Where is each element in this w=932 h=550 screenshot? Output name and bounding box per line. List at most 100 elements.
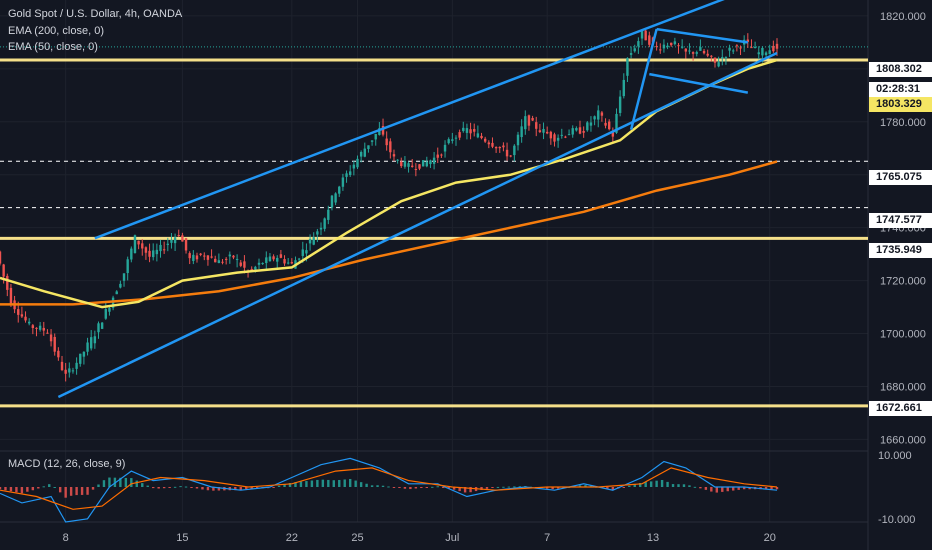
candle bbox=[71, 370, 75, 372]
macd-histogram-bar bbox=[425, 487, 429, 488]
candle bbox=[655, 46, 658, 48]
ema200-line bbox=[0, 160, 778, 306]
macd-histogram-bar bbox=[710, 487, 713, 492]
macd-histogram-bar bbox=[693, 486, 697, 488]
ema50-legend[interactable]: EMA (50, close, 0) bbox=[8, 41, 98, 53]
macd-histogram-bar bbox=[644, 482, 647, 487]
candle bbox=[268, 256, 272, 262]
candle bbox=[520, 126, 523, 138]
macd-histogram-bar bbox=[639, 483, 642, 487]
candle bbox=[458, 132, 461, 138]
candle bbox=[753, 46, 757, 48]
candle bbox=[604, 122, 607, 126]
candle bbox=[97, 323, 100, 333]
candle bbox=[330, 195, 334, 208]
ema200-legend[interactable]: EMA (200, close, 0) bbox=[8, 25, 104, 37]
candle bbox=[53, 336, 56, 352]
candle bbox=[381, 126, 385, 135]
macd-histogram-bar bbox=[119, 477, 122, 487]
macd-histogram-bar bbox=[742, 487, 746, 490]
candle bbox=[454, 137, 458, 139]
candle bbox=[516, 134, 520, 146]
candle bbox=[407, 163, 410, 167]
candle bbox=[290, 262, 294, 264]
candle bbox=[35, 327, 38, 329]
candle bbox=[775, 43, 779, 49]
candle bbox=[359, 151, 363, 157]
macd-histogram-bar bbox=[688, 485, 691, 487]
macd-histogram-bar bbox=[321, 479, 325, 487]
trendlines[interactable] bbox=[57, 0, 778, 399]
macd-histogram-bar bbox=[666, 481, 669, 487]
candle bbox=[363, 148, 366, 157]
candle bbox=[235, 258, 239, 260]
candle bbox=[276, 257, 279, 262]
candle bbox=[629, 53, 633, 55]
candle bbox=[571, 128, 574, 135]
macd-histogram-bar bbox=[370, 485, 374, 487]
candle bbox=[699, 47, 702, 51]
candle bbox=[214, 258, 217, 263]
candle bbox=[68, 368, 71, 373]
candle bbox=[483, 138, 487, 142]
candle bbox=[188, 253, 191, 259]
candle bbox=[126, 259, 129, 274]
candle bbox=[403, 160, 407, 167]
candle bbox=[89, 337, 93, 349]
candle bbox=[549, 131, 553, 139]
candle bbox=[757, 52, 760, 55]
candle bbox=[553, 134, 556, 142]
macd-histogram-bar bbox=[409, 487, 412, 490]
candle bbox=[480, 135, 483, 139]
macd-histogram-bar bbox=[420, 487, 423, 488]
candle bbox=[670, 42, 673, 46]
macd-histogram-bar bbox=[190, 487, 193, 488]
macd-legend[interactable]: MACD (12, 26, close, 9) bbox=[8, 458, 126, 470]
macd-histogram-bar bbox=[491, 487, 494, 488]
candle bbox=[2, 264, 5, 277]
candle bbox=[6, 275, 9, 290]
candle bbox=[710, 55, 713, 57]
macd-histogram-bar bbox=[316, 479, 319, 487]
candle bbox=[556, 137, 560, 141]
candle bbox=[93, 336, 97, 344]
candle bbox=[633, 48, 636, 52]
candle bbox=[49, 334, 53, 342]
candle bbox=[750, 47, 753, 49]
level-tag-1735: 1735.949 bbox=[869, 243, 932, 258]
macd-histogram-bar bbox=[130, 478, 133, 487]
time-axis[interactable]: 8 15 22 25 Jul 7 13 20 bbox=[63, 532, 776, 544]
price-tick-label: 1820.000 bbox=[880, 11, 926, 23]
macd-histogram-bar bbox=[283, 484, 286, 487]
candle bbox=[586, 122, 589, 131]
candle bbox=[82, 351, 86, 357]
candle bbox=[24, 316, 27, 321]
candle bbox=[173, 237, 177, 244]
candle bbox=[432, 157, 436, 164]
macd-histogram-bar bbox=[507, 486, 511, 488]
candle bbox=[356, 158, 359, 168]
candle bbox=[487, 142, 491, 145]
macd-histogram-bar bbox=[699, 487, 702, 489]
macd-histogram-bar bbox=[458, 487, 461, 492]
candle bbox=[341, 177, 345, 187]
candle bbox=[162, 249, 166, 251]
candle bbox=[104, 309, 107, 319]
candle bbox=[79, 353, 82, 364]
macd-histogram-bar bbox=[633, 484, 636, 487]
candle bbox=[396, 159, 399, 161]
candle bbox=[46, 332, 49, 334]
candle bbox=[265, 257, 268, 264]
macd-histogram-bar bbox=[184, 486, 188, 488]
candle bbox=[721, 56, 724, 59]
candle bbox=[615, 113, 618, 133]
candle bbox=[505, 149, 509, 157]
macd-histogram-bar bbox=[732, 487, 735, 491]
candle bbox=[436, 154, 439, 158]
macd-histogram-bar bbox=[195, 487, 199, 489]
macd-histogram-bar bbox=[332, 480, 335, 487]
symbol-legend[interactable]: Gold Spot / U.S. Dollar, 4h, OANDA bbox=[8, 8, 183, 20]
candle bbox=[666, 45, 669, 48]
macd-histogram-bar bbox=[212, 487, 215, 491]
